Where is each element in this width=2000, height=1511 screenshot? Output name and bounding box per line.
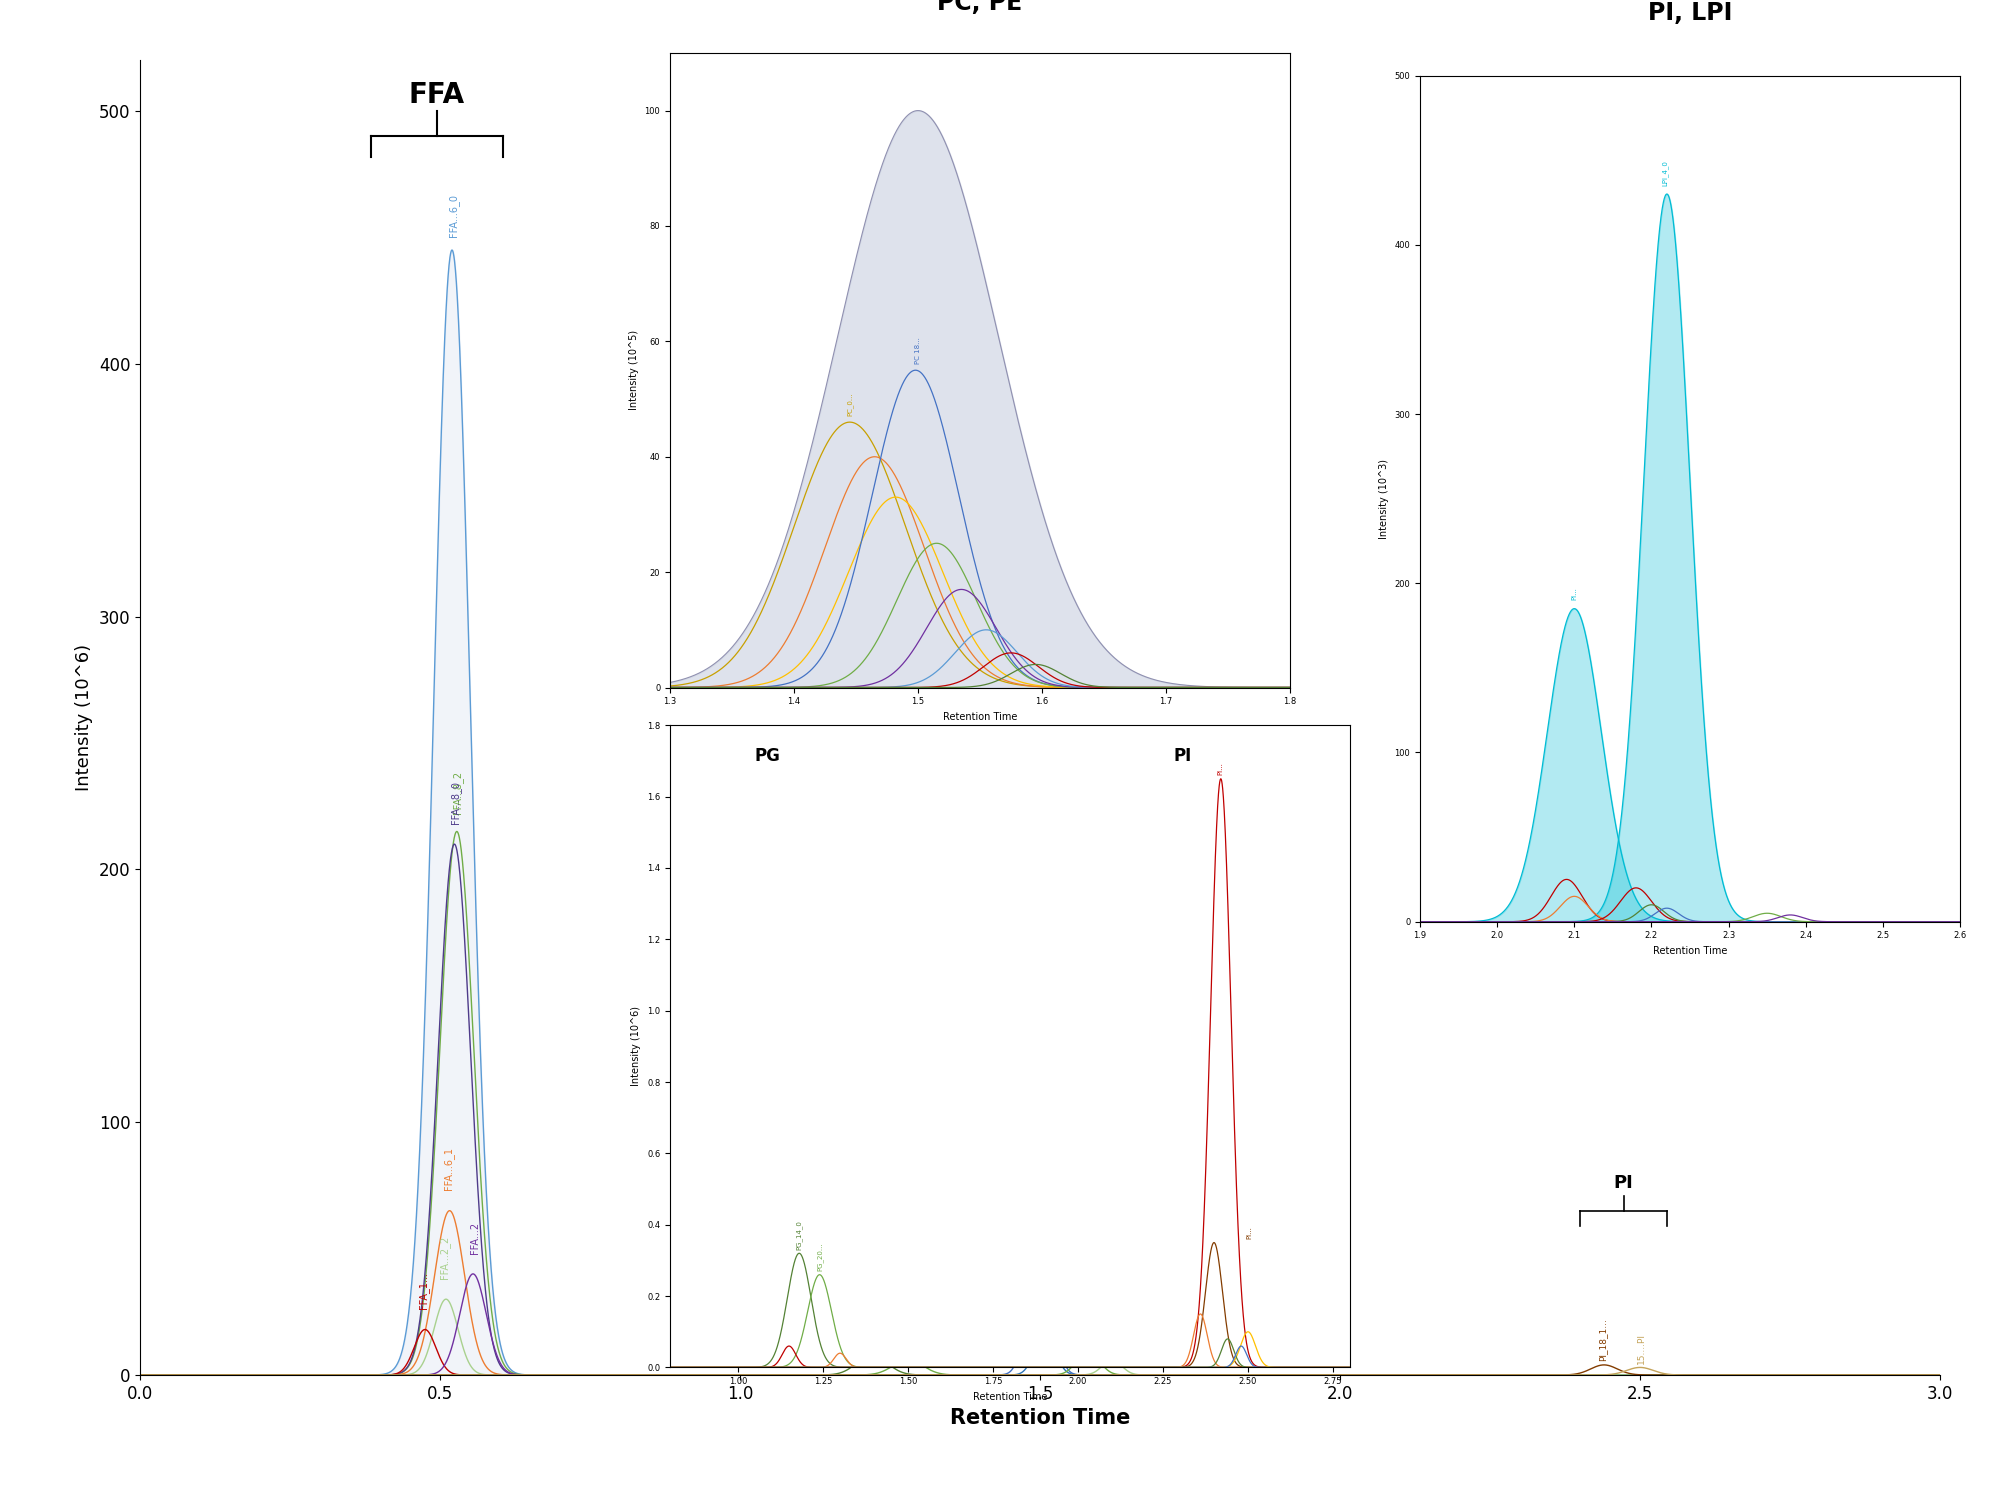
- Text: PC: PC: [1030, 1151, 1056, 1170]
- Text: PG_20...: PG_20...: [816, 1242, 824, 1271]
- Text: 15....PI: 15....PI: [1636, 1333, 1646, 1363]
- Text: PG_...8_4: PG_...8_4: [904, 1315, 914, 1355]
- Text: FFA_1...: FFA_1...: [418, 1272, 430, 1309]
- X-axis label: Retention Time: Retention Time: [950, 1408, 1130, 1428]
- Text: PC: PC: [1030, 1118, 1056, 1136]
- Text: PI: PI: [1614, 1174, 1634, 1192]
- Text: FFA: FFA: [408, 82, 466, 109]
- Text: LPI_4_0: LPI_4_0: [1662, 160, 1668, 186]
- Text: FFA...8_2: FFA...8_2: [452, 771, 464, 814]
- Text: PI: PI: [1174, 746, 1192, 765]
- Text: FFA...6_0: FFA...6_0: [448, 195, 460, 237]
- Text: PC, PE: PC, PE: [938, 0, 1022, 15]
- X-axis label: Retention Time: Retention Time: [1652, 946, 1728, 956]
- Y-axis label: Intensity (10^6): Intensity (10^6): [632, 1006, 642, 1086]
- Text: PC 16_0...: PC 16_0...: [1034, 1168, 1044, 1213]
- Text: PG_14...: PG_14...: [864, 1315, 874, 1351]
- Text: PG: PG: [874, 1174, 902, 1192]
- Text: FFA...2_2: FFA...2_2: [440, 1236, 450, 1278]
- Text: PI...: PI...: [1572, 588, 1578, 600]
- X-axis label: Retention Time: Retention Time: [942, 712, 1018, 722]
- Text: PG_14_0: PG_14_0: [796, 1219, 802, 1250]
- Text: PI...: PI...: [1246, 1225, 1252, 1239]
- Text: FFA...8_0: FFA...8_0: [450, 781, 462, 823]
- Text: FFA...2: FFA...2: [470, 1221, 480, 1254]
- Text: PC_0...: PC_0...: [846, 393, 854, 417]
- Y-axis label: Intensity (10^3): Intensity (10^3): [1378, 459, 1388, 538]
- Text: PC 18...: PC 18...: [916, 337, 920, 364]
- Text: PI, LPI: PI, LPI: [1648, 2, 1732, 24]
- Text: PE_...2_3: PE_...2_3: [1108, 1315, 1118, 1355]
- Text: PE_18...: PE_18...: [1082, 1309, 1092, 1345]
- Text: FFA...6_1: FFA...6_1: [442, 1147, 454, 1191]
- Text: PG: PG: [756, 746, 780, 765]
- Y-axis label: Intensity (10^5): Intensity (10^5): [628, 329, 638, 411]
- Text: PC 16...: PC 16...: [1040, 1290, 1050, 1325]
- Text: PI_18_1...: PI_18_1...: [1598, 1318, 1608, 1361]
- X-axis label: Retention Time: Retention Time: [972, 1392, 1048, 1402]
- Text: PI...: PI...: [1218, 763, 1224, 775]
- Text: PE: PE: [1092, 1174, 1118, 1192]
- Y-axis label: Intensity (10^6): Intensity (10^6): [76, 644, 94, 792]
